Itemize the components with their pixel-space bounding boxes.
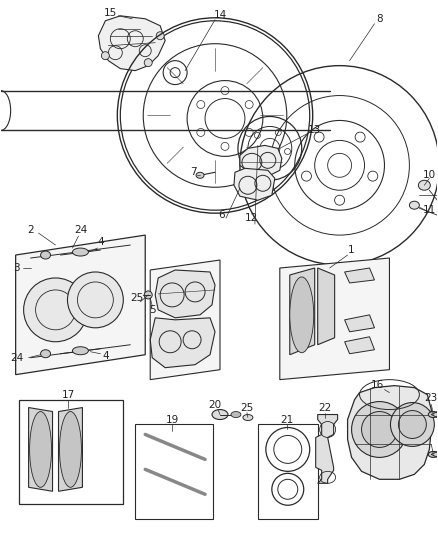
Text: 1: 1 [348,245,355,255]
Polygon shape [59,408,82,491]
Ellipse shape [60,411,81,487]
Ellipse shape [428,451,438,457]
Polygon shape [240,146,282,176]
Text: 17: 17 [62,390,75,400]
Text: 23: 23 [424,393,437,402]
Text: 8: 8 [376,14,383,24]
Text: 22: 22 [318,402,331,413]
Text: 14: 14 [213,10,226,20]
Polygon shape [290,268,314,355]
Ellipse shape [156,32,164,40]
Polygon shape [150,260,220,379]
Ellipse shape [290,277,314,353]
FancyBboxPatch shape [258,424,318,519]
Ellipse shape [399,410,426,439]
Text: 12: 12 [245,213,258,223]
Polygon shape [16,235,145,375]
Ellipse shape [418,180,430,190]
Polygon shape [155,270,215,318]
Polygon shape [99,16,165,71]
Ellipse shape [212,409,228,419]
Text: 25: 25 [131,293,144,303]
Ellipse shape [72,347,88,355]
Text: 21: 21 [280,415,293,424]
Ellipse shape [196,172,204,178]
Text: 24: 24 [74,225,87,235]
Ellipse shape [144,59,152,67]
Ellipse shape [72,248,88,256]
Ellipse shape [41,350,50,358]
Polygon shape [345,268,374,283]
Text: 5: 5 [149,305,155,315]
Polygon shape [345,315,374,332]
Ellipse shape [41,251,50,259]
Text: 16: 16 [371,379,384,390]
Text: 11: 11 [423,205,436,215]
Polygon shape [345,337,374,354]
FancyBboxPatch shape [19,400,124,504]
Ellipse shape [144,291,152,299]
Polygon shape [280,258,389,379]
Ellipse shape [101,52,110,60]
Ellipse shape [428,411,438,417]
Text: 4: 4 [102,351,109,361]
Ellipse shape [410,201,419,209]
Text: 2: 2 [27,225,34,235]
Text: 24: 24 [10,353,23,363]
Text: 6: 6 [219,210,225,220]
Polygon shape [28,408,53,491]
Polygon shape [348,385,431,479]
Text: 19: 19 [166,415,179,424]
Ellipse shape [231,411,241,417]
Text: 25: 25 [240,402,254,413]
Text: 7: 7 [190,167,196,177]
Polygon shape [150,318,215,368]
Ellipse shape [30,411,52,487]
Polygon shape [234,168,275,200]
Ellipse shape [390,402,434,447]
Text: 13: 13 [308,125,321,135]
Text: 20: 20 [208,400,222,409]
Ellipse shape [67,272,124,328]
Ellipse shape [352,401,407,457]
FancyBboxPatch shape [135,424,213,519]
Ellipse shape [24,278,88,342]
Ellipse shape [243,415,253,421]
Text: 10: 10 [423,170,436,180]
Text: 4: 4 [97,237,104,247]
Polygon shape [316,415,338,483]
Polygon shape [318,268,335,345]
Text: 15: 15 [104,8,117,18]
Text: 3: 3 [13,263,20,273]
Ellipse shape [361,411,397,447]
